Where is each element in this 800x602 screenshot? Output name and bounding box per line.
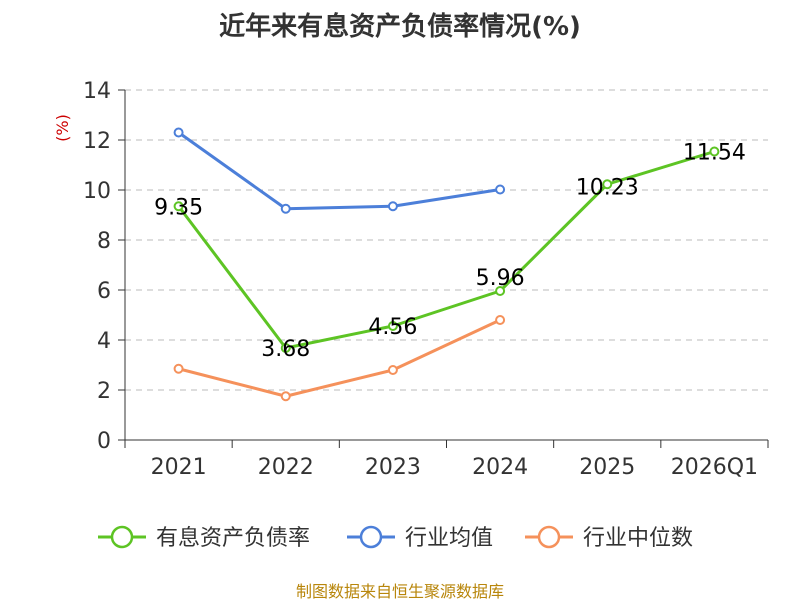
y-tick-label: 14 <box>83 79 111 104</box>
axes: 0 2 4 6 8 10 12 14 2021 2022 2023 2024 2025 2026Q1 <box>83 79 769 480</box>
x-tick-label: 2026Q1 <box>671 455 758 480</box>
series-point <box>387 321 398 331</box>
legend-label: 行业均值 <box>405 526 493 551</box>
series-point <box>280 343 291 353</box>
legend-label: 行业中位数 <box>583 526 693 551</box>
x-tick-label: 2023 <box>365 455 421 480</box>
series-point <box>280 203 291 214</box>
series-point <box>173 363 184 374</box>
series-point <box>495 315 506 325</box>
x-tick-label: 2021 <box>151 455 207 480</box>
legend-swatch-marker <box>537 525 561 549</box>
chart-title: 近年来有息资产负债率情况(%) <box>219 12 581 42</box>
series-point <box>387 201 398 212</box>
data-label: 3.68 <box>261 337 310 362</box>
series-point <box>280 391 291 402</box>
legend: 有息资产负债率 行业均值 行业中位数 <box>98 525 693 551</box>
series-point <box>495 184 506 195</box>
series-line <box>178 318 501 398</box>
y-tick-label: 2 <box>97 379 111 404</box>
series-point <box>709 146 720 157</box>
x-tick-label: 2024 <box>472 455 528 480</box>
data-label: 10.23 <box>576 175 639 200</box>
data-labels: 9.35 3.68 4.56 5.96 10.23 11.54 <box>154 141 746 363</box>
y-tick-label: 0 <box>97 429 111 454</box>
y-tick-label: 10 <box>83 179 111 204</box>
x-tick-label: 2022 <box>258 455 314 480</box>
y-tick-label: 6 <box>97 279 111 304</box>
series-point <box>173 127 184 138</box>
data-label: 5.96 <box>476 266 525 291</box>
series-line <box>177 150 715 350</box>
series-line <box>177 131 501 211</box>
grid-lines <box>125 89 768 391</box>
source-note: 制图数据来自恒生聚源数据库 <box>295 582 504 601</box>
x-tick-label: 2025 <box>579 455 635 480</box>
series-point <box>602 179 613 190</box>
legend-label: 有息资产负债率 <box>156 526 310 551</box>
legend-swatch-marker <box>359 525 383 549</box>
data-label: 4.56 <box>368 315 417 340</box>
y-tick-label: 8 <box>97 229 111 254</box>
legend-swatch-marker <box>110 525 134 549</box>
series-lines <box>173 127 720 402</box>
y-tick-label: 4 <box>97 329 111 354</box>
y-axis-unit-label: (%) <box>53 114 72 142</box>
series-point <box>495 286 506 296</box>
series-point <box>387 365 398 375</box>
data-label: 9.35 <box>154 195 203 220</box>
series-point <box>173 201 184 212</box>
y-tick-label: 12 <box>83 129 111 154</box>
data-label: 11.54 <box>683 141 746 166</box>
